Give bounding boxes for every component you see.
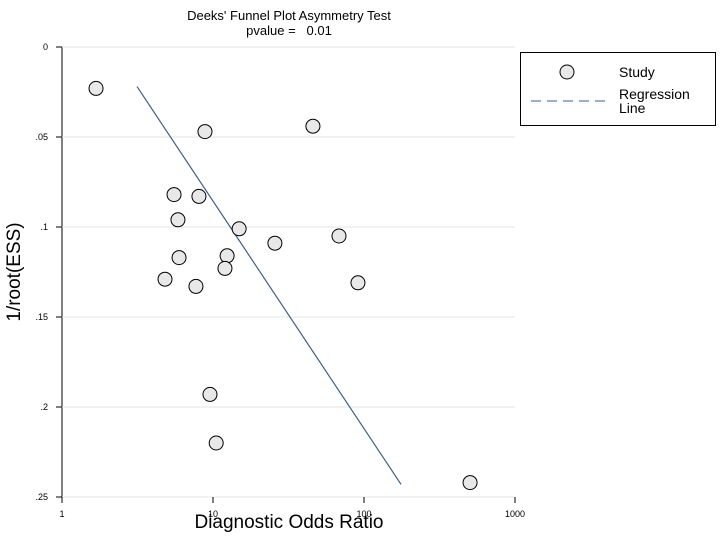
y-tick-label: .1 [40, 222, 48, 232]
study-point [171, 250, 187, 266]
x-tick-label: 1000 [505, 509, 525, 519]
x-tick-label: 10 [208, 509, 218, 519]
study-point [197, 124, 213, 140]
study-point [219, 248, 235, 264]
study-point [217, 260, 233, 276]
study-point [208, 435, 224, 451]
legend-item: Regression Line [527, 87, 709, 115]
study-point [305, 118, 321, 134]
legend: Study Regression Line [520, 52, 716, 126]
study-point [350, 275, 366, 291]
y-tick-label: .25 [35, 492, 48, 502]
y-tick-label: .2 [40, 402, 48, 412]
chart-title: Deeks' Funnel Plot Asymmetry Test [187, 8, 391, 23]
y-tick-label: 0 [43, 42, 48, 52]
regression-line [136, 86, 402, 485]
study-point [331, 228, 347, 244]
study-point [88, 80, 104, 96]
legend-icon [559, 64, 575, 80]
study-point [202, 386, 218, 402]
study-point [191, 188, 207, 204]
legend-icon [531, 100, 605, 102]
y-tick-label: .15 [35, 312, 48, 322]
x-axis-label: Diagnostic Odds Ratio [194, 512, 383, 533]
y-tick-label: .05 [35, 132, 48, 142]
legend-label: Study [619, 64, 655, 80]
study-point [157, 271, 173, 287]
legend-item: Study [527, 61, 709, 83]
study-point [170, 212, 186, 228]
x-tick-label: 100 [356, 509, 371, 519]
legend-label: Regression Line [619, 86, 690, 116]
study-point [188, 278, 204, 294]
legend-marker [559, 64, 575, 80]
study-point [231, 221, 247, 237]
chart-subtitle: pvalue = 0.01 [246, 23, 332, 38]
y-axis-label: 1/root(ESS) [4, 222, 25, 321]
study-point [166, 187, 182, 203]
study-point [267, 235, 283, 251]
x-tick-label: 1 [59, 509, 64, 519]
study-point [462, 475, 478, 491]
